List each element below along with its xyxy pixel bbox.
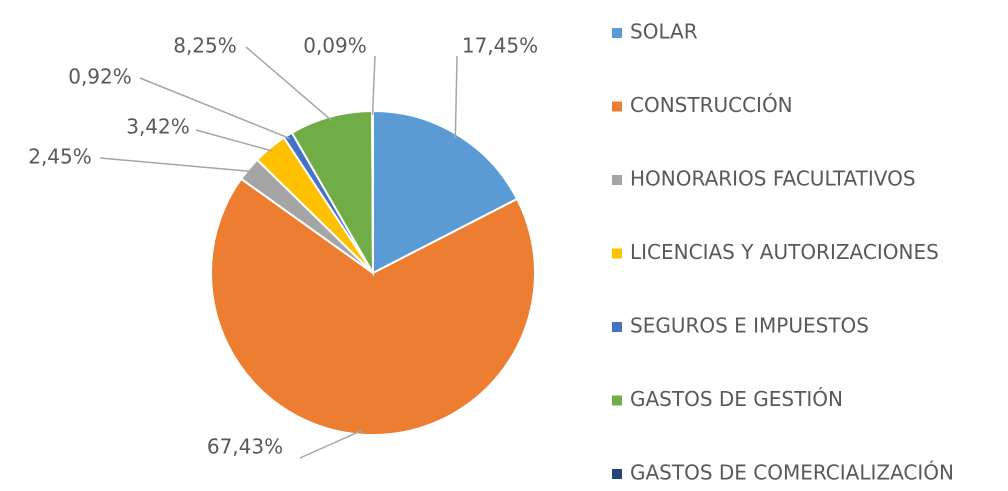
- pie-slice: [210, 177, 536, 436]
- data-label: 8,25%: [173, 34, 237, 58]
- legend-label: LICENCIAS Y AUTORIZACIONES: [630, 240, 939, 264]
- data-label: 3,42%: [126, 115, 190, 139]
- legend-swatch: [612, 28, 622, 38]
- pie-slice: [372, 109, 519, 275]
- legend-swatch: [612, 469, 622, 479]
- legend-swatch: [612, 175, 622, 185]
- data-label: 67,43%: [207, 435, 283, 459]
- data-label: 0,09%: [303, 34, 367, 58]
- legend-swatch: [612, 322, 622, 332]
- leader-line: [195, 129, 273, 152]
- legend-swatch: [612, 248, 622, 259]
- legend-label: SEGUROS E IMPUESTOS: [630, 314, 869, 338]
- leader-line: [99, 157, 252, 173]
- data-label: 2,45%: [28, 145, 92, 169]
- data-label: 0,92%: [68, 65, 132, 89]
- legend-label: GASTOS DE COMERCIALIZACIÓN: [630, 461, 954, 485]
- leader-line: [245, 46, 333, 122]
- leader-line: [139, 77, 291, 140]
- data-label: 17,45%: [462, 34, 538, 58]
- legend-swatch: [612, 101, 622, 112]
- legend-swatch: [612, 395, 622, 406]
- legend-label: SOLAR: [630, 20, 698, 44]
- leader-line: [371, 55, 376, 116]
- legend-label: HONORARIOS FACULTATIVOS: [630, 167, 916, 191]
- pie-slice: [371, 109, 374, 274]
- legend-label: CONSTRUCCIÓN: [630, 93, 793, 117]
- leader-line: [299, 429, 362, 459]
- leader-line: [454, 55, 458, 139]
- legend-label: GASTOS DE GESTIÓN: [630, 387, 843, 411]
